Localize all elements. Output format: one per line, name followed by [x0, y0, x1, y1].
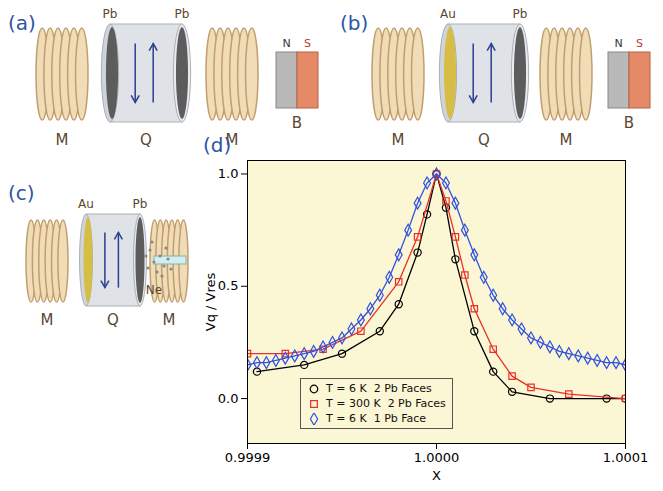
svg-text:Au: Au [440, 7, 456, 21]
svg-text:1.0001: 1.0001 [603, 450, 649, 465]
svg-text:M: M [56, 131, 69, 149]
html-text:T = 6 K 1 Pb Face: T = 6 K 1 Pb Face [326, 412, 427, 425]
svg-text:1.0000: 1.0000 [414, 450, 460, 465]
svg-text:M: M [225, 131, 239, 149]
svg-text:Q: Q [478, 131, 490, 149]
svg-text:0.9999: 0.9999 [225, 450, 271, 465]
svg-text:Pb: Pb [133, 197, 148, 211]
svg-text:Pb: Pb [175, 7, 190, 21]
svg-text:N: N [614, 37, 622, 50]
svg-text:Pb: Pb [103, 7, 118, 21]
svg-text:(a): (a) [8, 11, 36, 35]
svg-text:(c): (c) [8, 181, 35, 205]
svg-text:1.0: 1.0 [218, 166, 239, 181]
svg-text:0.0: 0.0 [218, 391, 239, 406]
svg-text:0.5: 0.5 [218, 278, 239, 293]
svg-text:Q: Q [140, 131, 152, 149]
html-text:T = 300 K 2 Pb Faces: T = 300 K 2 Pb Faces [326, 397, 446, 410]
svg-text:(b): (b) [340, 11, 368, 35]
svg-text:N: N [282, 37, 290, 50]
svg-text:S: S [636, 37, 643, 50]
svg-text:B: B [292, 114, 302, 132]
svg-text:M: M [163, 311, 176, 329]
svg-text:M: M [560, 131, 573, 149]
html-text:T = 6 K 2 Pb Faces: T = 6 K 2 Pb Faces [326, 382, 432, 395]
svg-text:(d): (d) [203, 133, 231, 157]
svg-text:M: M [392, 131, 405, 149]
svg-text:S: S [304, 37, 311, 50]
svg-text:Vq / Vres: Vq / Vres [203, 273, 218, 332]
svg-text:M: M [41, 311, 54, 329]
svg-text:Au: Au [78, 197, 94, 211]
svg-text:Q: Q [107, 311, 119, 329]
svg-text:X: X [432, 468, 441, 483]
svg-text:B: B [624, 114, 634, 132]
svg-text:Ne: Ne [146, 283, 162, 297]
svg-text:Pb: Pb [513, 7, 528, 21]
